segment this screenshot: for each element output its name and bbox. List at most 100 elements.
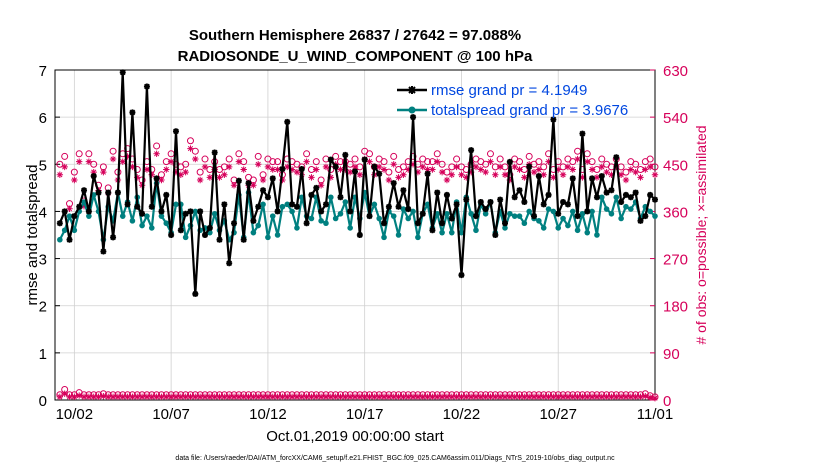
y-tick-label: 3 xyxy=(39,252,47,269)
totalspread-point xyxy=(66,213,73,219)
rmse-point xyxy=(245,180,252,187)
obs-assimilated-marker xyxy=(167,158,175,165)
totalspread-point xyxy=(560,215,566,222)
obs-assimilated-marker xyxy=(380,393,388,401)
obs-assimilated-marker xyxy=(443,393,451,401)
rmse-point xyxy=(250,217,257,224)
obs-assimilated-marker xyxy=(322,163,330,171)
obs-assimilated-marker xyxy=(100,168,107,176)
obs-assimilated-marker xyxy=(250,393,257,401)
rmse-point xyxy=(453,201,460,208)
y-tick-label: 1 xyxy=(39,346,47,363)
obs-assimilated-marker xyxy=(114,393,122,401)
obs-assimilated-marker xyxy=(366,158,373,165)
obs-possible-marker xyxy=(424,158,432,166)
obs-assimilated-marker xyxy=(201,163,209,171)
obs-possible-marker xyxy=(75,150,83,158)
obs-possible-marker xyxy=(380,158,388,166)
rmse-point xyxy=(110,234,117,241)
rmse-point xyxy=(313,184,320,191)
totalspread-point xyxy=(308,215,315,222)
rmse-point xyxy=(448,215,455,222)
rmse-point xyxy=(284,118,291,125)
obs-assimilated-marker xyxy=(390,393,397,401)
totalspread-point xyxy=(550,208,557,215)
obs-assimilated-marker xyxy=(579,393,586,401)
rmse-point xyxy=(593,194,600,201)
totalspread-point xyxy=(628,206,634,212)
totalspread-point xyxy=(182,234,189,241)
totalspread-point xyxy=(569,208,576,215)
totalspread-point xyxy=(328,194,334,201)
obs-assimilated-marker xyxy=(172,168,180,176)
obs-assimilated-marker xyxy=(632,393,639,401)
obs-assimilated-marker xyxy=(390,161,397,168)
obs-assimilated-marker xyxy=(134,174,141,181)
totalspread-point xyxy=(623,203,629,210)
rmse-point xyxy=(71,213,78,220)
obs-assimilated-marker xyxy=(143,166,151,173)
obs-assimilated-marker xyxy=(414,393,422,401)
rmse-point xyxy=(231,220,238,227)
obs-assimilated-marker xyxy=(143,393,151,401)
obs-possible-marker xyxy=(646,155,654,163)
obs-assimilated-marker xyxy=(622,393,630,401)
rmse-point xyxy=(327,156,334,163)
obs-assimilated-marker xyxy=(380,166,388,173)
rmse-point xyxy=(322,201,329,208)
y2-tick-label: 450 xyxy=(663,157,688,174)
obs-assimilated-marker xyxy=(167,393,175,401)
rmse-point xyxy=(550,116,557,123)
obs-assimilated-marker xyxy=(221,171,228,178)
rmse-point xyxy=(603,189,610,196)
totalspread-point xyxy=(279,203,286,210)
obs-assimilated-marker xyxy=(569,393,576,401)
rmse-point xyxy=(540,201,547,208)
obs-assimilated-marker xyxy=(284,393,291,401)
rmse-point xyxy=(139,210,146,217)
totalspread-point xyxy=(589,208,595,215)
rmse-point xyxy=(240,236,247,243)
obs-assimilated-marker xyxy=(61,163,68,171)
obs-assimilated-marker xyxy=(192,393,199,401)
obs-assimilated-marker xyxy=(346,393,354,401)
obs-assimilated-marker xyxy=(327,174,335,181)
rmse-point xyxy=(487,199,494,205)
obs-assimilated-marker xyxy=(342,393,349,401)
obs-assimilated-marker xyxy=(80,202,88,210)
totalspread-point xyxy=(536,218,542,224)
obs-assimilated-marker xyxy=(588,393,596,401)
obs-possible-marker xyxy=(61,152,69,160)
obs-assimilated-marker xyxy=(559,171,567,178)
obs-assimilated-marker xyxy=(617,393,625,401)
obs-assimilated-marker xyxy=(400,393,407,401)
rmse-point xyxy=(468,147,475,154)
obs-assimilated-marker xyxy=(216,174,223,181)
obs-assimilated-marker xyxy=(400,171,407,178)
y2-tick-label: 90 xyxy=(663,346,680,363)
obs-assimilated-marker xyxy=(264,393,272,401)
totalspread-point xyxy=(468,210,474,217)
rmse-point xyxy=(153,175,160,182)
rmse-point xyxy=(148,203,155,210)
rmse-point xyxy=(506,158,513,165)
obs-assimilated-marker xyxy=(259,393,267,401)
rmse-point xyxy=(81,187,88,194)
totalspread-point xyxy=(448,229,455,236)
obs-assimilated-marker xyxy=(438,168,446,176)
y2-tick-label: 630 xyxy=(663,63,688,80)
rmse-point xyxy=(134,203,141,210)
obs-assimilated-marker xyxy=(255,393,262,401)
rmse-point xyxy=(303,220,310,227)
rmse-point xyxy=(642,213,649,220)
obs-assimilated-marker xyxy=(613,393,620,401)
obs-assimilated-marker xyxy=(424,166,431,173)
totalspread-point xyxy=(521,220,528,227)
obs-assimilated-marker xyxy=(356,393,364,401)
obs-assimilated-marker xyxy=(172,393,180,401)
obs-assimilated-marker xyxy=(240,393,247,401)
rmse-point xyxy=(172,128,179,135)
obs-assimilated-marker xyxy=(269,166,276,173)
obs-assimilated-marker xyxy=(472,163,480,171)
rmse-point xyxy=(564,201,571,208)
